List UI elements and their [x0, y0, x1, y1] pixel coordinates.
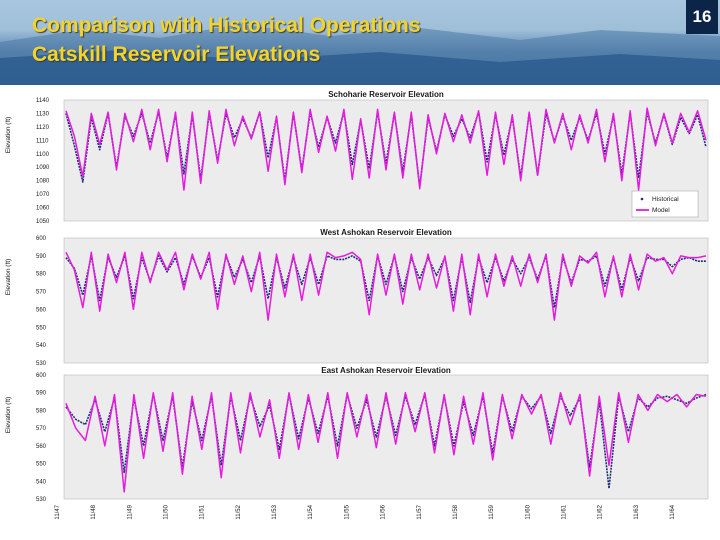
y-tick-label: 580	[36, 272, 47, 278]
y-tick-label: 1080	[36, 179, 50, 185]
x-tick-label: 11/57	[417, 504, 423, 519]
x-tick-label: 11/49	[127, 504, 133, 519]
slide-title-line-2: Catskill Reservoir Elevations	[32, 43, 321, 66]
x-tick-label: 11/50	[164, 504, 170, 519]
x-tick-label: 11/58	[453, 504, 459, 519]
x-tick-label: 11/54	[308, 504, 314, 519]
chart-title: Schoharie Reservoir Elevation	[328, 90, 444, 99]
y-tick-label: 550	[36, 325, 47, 331]
slide-number: 16	[686, 0, 718, 34]
x-tick-label: 11/63	[634, 504, 640, 519]
x-tick-label: 11/55	[344, 504, 350, 519]
landscape-background	[0, 24, 720, 85]
plot-area	[63, 237, 709, 364]
y-tick-label: 1070	[36, 192, 50, 198]
y-tick-label: 540	[36, 479, 47, 485]
chart-title: East Ashokan Reservoir Elevation	[321, 366, 451, 375]
x-tick-label: 11/47	[55, 504, 61, 519]
reservoir-elevation-charts: Schoharie Reservoir Elevation Elevation (…	[5, 90, 709, 520]
series-line-model	[65, 251, 707, 321]
y-tick-label: 570	[36, 290, 47, 296]
y-tick-label: 1120	[36, 125, 50, 131]
y-tick-label: 1130	[36, 111, 50, 117]
x-tick-label: 11/61	[561, 504, 567, 519]
y-tick-label: 1110	[36, 138, 49, 144]
x-tick-label: 11/51	[200, 504, 206, 519]
y-tick-label: 530	[36, 497, 47, 503]
y-axis-label: Elevation (ft)	[5, 117, 12, 154]
x-tick-label: 11/60	[525, 504, 531, 519]
title-banner: Comparison with Historical Operations Ca…	[0, 0, 720, 85]
chart-panel-3: East Ashokan Reservoir Elevation Elevatio…	[5, 366, 709, 520]
x-tick-label: 11/53	[272, 504, 278, 519]
y-tick-label: 1140	[36, 98, 50, 104]
y-tick-label: 1060	[36, 206, 50, 212]
chart-panel-2: West Ashokan Reservoir Elevation Elevatio…	[5, 228, 709, 367]
y-tick-label: 590	[36, 391, 47, 397]
y-tick-label: 1050	[36, 219, 50, 225]
slide-title-line-1: Comparison with Historical Operations	[32, 14, 421, 37]
chart-title: West Ashokan Reservoir Elevation	[320, 228, 452, 237]
x-tick-label: 11/62	[598, 504, 604, 519]
x-tick-label: 11/48	[91, 504, 97, 519]
y-tick-label: 600	[36, 373, 47, 379]
y-tick-label: 540	[36, 343, 47, 349]
y-tick-label: 550	[36, 462, 47, 468]
legend-label-historical: Historical	[652, 196, 679, 203]
y-tick-label: 600	[36, 236, 47, 242]
series-line-model	[65, 107, 707, 191]
y-tick-label: 570	[36, 426, 47, 432]
series-line-model	[65, 391, 707, 493]
y-tick-label: 560	[36, 444, 47, 450]
y-tick-label: 1100	[36, 152, 50, 158]
y-tick-label: 1090	[36, 165, 50, 171]
legend-box	[631, 190, 699, 218]
x-tick-label: 11/64	[670, 504, 676, 519]
legend-marker-historical	[640, 197, 644, 201]
y-tick-label: 590	[36, 254, 47, 260]
legend-label-model: Model	[652, 207, 670, 214]
x-tick-label: 11/56	[381, 504, 387, 519]
chart-panel-1: Schoharie Reservoir Elevation Elevation (…	[5, 90, 709, 225]
y-tick-label: 560	[36, 307, 47, 313]
y-axis-label: Elevation (ft)	[5, 397, 12, 434]
x-tick-label: 11/52	[236, 504, 242, 519]
y-axis-label: Elevation (ft)	[5, 259, 12, 296]
y-tick-label: 530	[36, 361, 47, 367]
x-tick-label: 11/59	[489, 504, 495, 519]
y-tick-label: 580	[36, 408, 47, 414]
